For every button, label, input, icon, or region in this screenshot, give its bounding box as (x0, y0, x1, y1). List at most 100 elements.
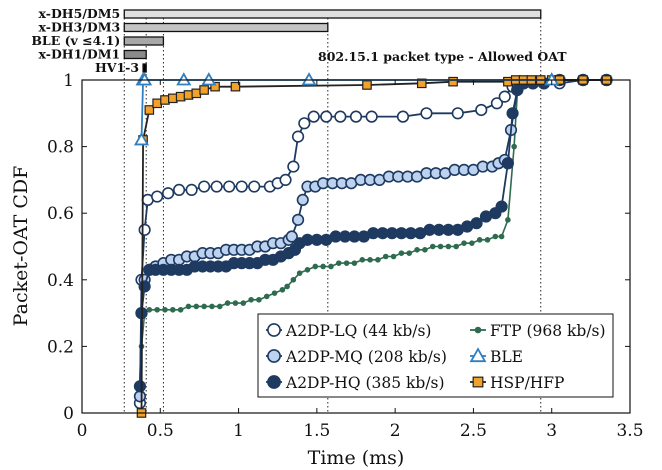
oat-bar (123, 49, 147, 60)
data-point (267, 323, 281, 337)
x-tick-label: 0.5 (147, 421, 174, 441)
y-axis-title: Packet-OAT CDF (10, 166, 32, 327)
y-tick-label: 0.8 (47, 138, 74, 158)
data-point (398, 250, 405, 256)
y-tick-label: 0.4 (47, 271, 74, 291)
data-point (414, 247, 420, 253)
data-point (461, 240, 467, 246)
x-tick-label: 0 (77, 421, 88, 441)
data-point (223, 180, 236, 193)
data-point (475, 103, 488, 117)
data-point (448, 76, 458, 87)
data-point (138, 223, 151, 236)
data-point (470, 217, 483, 230)
data-point (284, 283, 290, 290)
data-point (335, 260, 342, 266)
data-point (170, 306, 176, 313)
data-point (484, 237, 491, 243)
data-point (151, 190, 164, 203)
data-point (267, 349, 281, 363)
data-point (351, 260, 358, 266)
data-point (201, 303, 207, 310)
data-point (201, 72, 217, 86)
data-point (248, 296, 254, 303)
data-point (490, 97, 504, 110)
data-point (349, 110, 363, 123)
x-tick-label: 3 (546, 421, 557, 441)
legend-box (257, 313, 614, 398)
oat-bar-label: BLE (v ≤4.1) (31, 33, 120, 48)
data-point (367, 257, 373, 263)
oat-bar (123, 22, 329, 33)
data-point (472, 376, 484, 388)
plot-frame (81, 79, 631, 414)
data-point (382, 253, 389, 260)
data-point (209, 303, 215, 310)
data-point (406, 250, 413, 256)
data-point (199, 85, 209, 95)
data-point (469, 240, 475, 246)
x-tick-label: 2 (390, 421, 401, 441)
legend-label: A2DP-MQ (208 kb/s) (285, 348, 447, 366)
oat-annotation: 802.15.1 packet type - Allowed OAT (318, 49, 567, 64)
data-point (263, 293, 270, 300)
data-point (146, 306, 153, 313)
data-point (138, 280, 151, 293)
data-point (248, 180, 261, 193)
oat-bar-label: x-DH3/DM3 (39, 20, 121, 35)
data-point (498, 233, 505, 240)
data-point (476, 237, 483, 243)
x-tick-label: 3.5 (616, 421, 643, 441)
data-point (453, 243, 460, 250)
data-point (291, 130, 305, 143)
data-point (191, 88, 202, 99)
data-point (296, 270, 303, 276)
data-point (474, 326, 482, 334)
data-point (154, 306, 160, 313)
y-tick-label: 0.6 (47, 204, 74, 224)
data-point (230, 81, 241, 92)
data-point (144, 105, 155, 115)
data-point (185, 183, 198, 196)
data-point (296, 193, 309, 206)
data-point (503, 76, 513, 87)
data-point (168, 93, 178, 104)
legend-label: A2DP-HQ (385 kb/s) (285, 374, 445, 392)
data-point (375, 257, 381, 263)
oat-bar (123, 36, 165, 46)
axis-ticks: 0 0.5 1 1.5 2 2.5 3 3.5 0 0.2 0.4 0.6 0.8 1 (47, 71, 644, 441)
data-point (390, 253, 397, 260)
x-axis-title: Time (ms) (308, 447, 405, 469)
data-point (334, 110, 347, 123)
data-point (137, 72, 153, 86)
data-point (511, 143, 517, 150)
oat-bar-label: HV1-3 (95, 60, 139, 75)
data-point (422, 247, 428, 253)
series-circle (133, 73, 613, 393)
data-point (279, 286, 286, 293)
data-point (176, 72, 192, 86)
data-point (290, 276, 297, 283)
oat-bar-label: x-DH1/DM1 (39, 47, 121, 62)
data-point (193, 303, 200, 310)
data-point (256, 296, 262, 303)
data-point (287, 160, 300, 173)
legend-label: FTP (968 kb/s) (490, 322, 606, 340)
data-point (172, 183, 186, 196)
data-point (133, 390, 147, 403)
legend-label: HSP/HFP (490, 374, 565, 392)
data-point (162, 306, 168, 313)
data-point (506, 107, 519, 120)
data-point (279, 173, 292, 186)
data-point (343, 260, 350, 266)
data-point (298, 117, 311, 130)
data-point (312, 263, 319, 270)
oat-bar (123, 9, 542, 19)
data-point (210, 180, 223, 193)
series-lines (133, 72, 613, 418)
legend-label: BLE (490, 348, 523, 366)
data-point (396, 110, 410, 123)
data-point (365, 110, 378, 123)
